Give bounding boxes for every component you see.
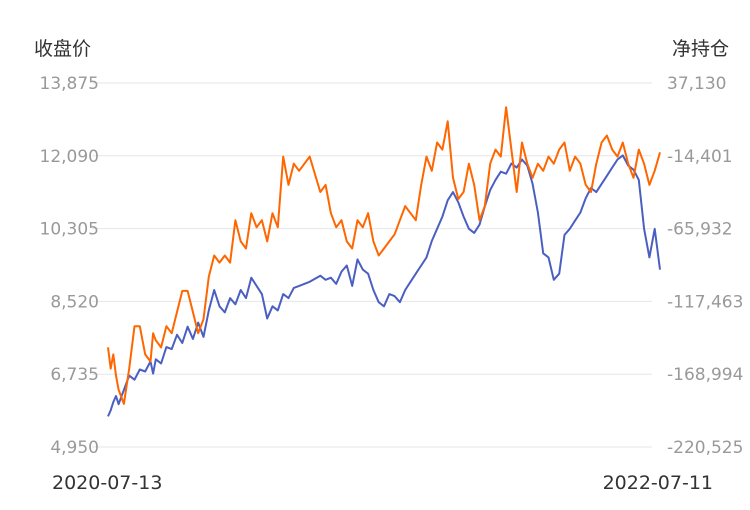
x-end-date-label: 2022-07-11 [603,472,713,494]
right-tick-label: -220,525 [667,438,743,458]
series-lines [107,106,661,417]
left-tick-label: 8,520 [50,292,99,312]
gridlines [92,82,652,448]
left-tick-label: 10,305 [40,220,99,240]
left-axis-ticks: 13,875 12,090 10,305 8,520 6,735 4,950 [40,74,99,458]
x-start-date-label: 2020-07-13 [52,472,162,494]
right-tick-label: -117,463 [667,292,743,312]
right-tick-label: -14,401 [667,147,733,167]
right-axis-title: 净持仓 [672,38,729,60]
right-tick-label: -65,932 [667,220,733,240]
left-axis-title: 收盘价 [34,38,91,60]
right-tick-label: 37,130 [667,74,726,94]
left-tick-label: 4,950 [50,438,99,458]
net-position-line [107,106,661,405]
right-axis-ticks: 37,130 -14,401 -65,932 -117,463 -168,994 -220… [667,74,743,458]
left-tick-label: 12,090 [40,147,99,167]
close-price-line [107,154,661,417]
left-tick-label: 13,875 [40,74,99,94]
left-tick-label: 6,735 [50,365,99,385]
right-tick-label: -168,994 [667,365,743,385]
